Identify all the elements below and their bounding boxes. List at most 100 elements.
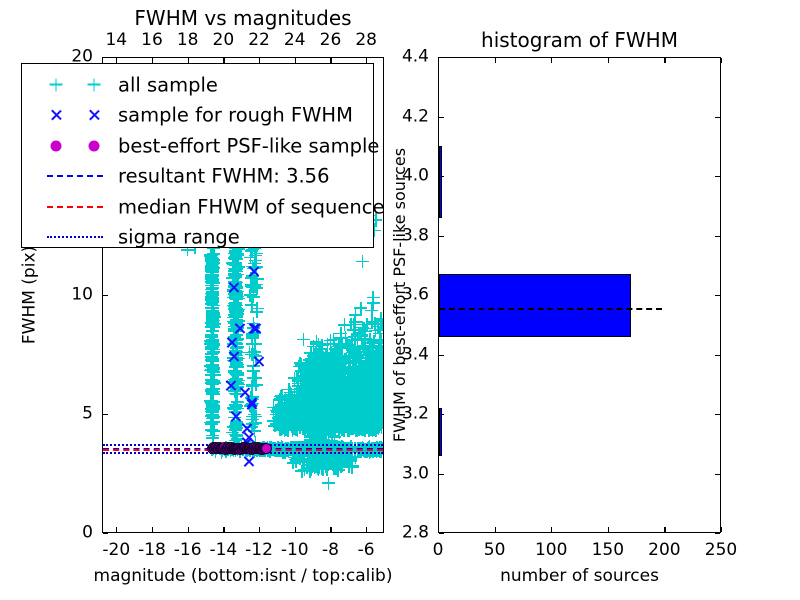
scatter-point-all — [245, 298, 259, 312]
scatter-point-all — [365, 339, 379, 353]
plus-icon — [365, 339, 379, 353]
left-plot-xtick-top — [151, 58, 154, 63]
left-plot-xtick-top-label: 14 — [105, 30, 128, 50]
scatter-point-all — [249, 278, 263, 292]
scatter-point-all — [206, 431, 220, 445]
plus-icon — [352, 346, 366, 360]
plus-icon — [229, 301, 243, 315]
plus-icon — [206, 374, 220, 388]
left-plot-xtick-bottom-label: -6 — [357, 540, 375, 560]
plus-icon — [245, 298, 259, 312]
left-plot-xtick-bottom-label: -12 — [245, 540, 273, 560]
left-plot-xlabel: magnitude (bottom:isnt / top:calib) — [93, 566, 393, 586]
left-plot-ytick-label: 0 — [82, 522, 93, 543]
plus-icon — [352, 391, 366, 405]
left-plot-xtick-bottom-label: -10 — [280, 540, 309, 560]
scatter-point-all — [207, 314, 221, 328]
left-plot-ytick-label: 20 — [71, 46, 93, 67]
left-plot-ytick — [103, 533, 108, 535]
plus-icon — [207, 314, 221, 328]
left-plot-xtick-top-label: 20 — [212, 30, 235, 50]
plus-icon — [205, 402, 219, 416]
scatter-point-all — [272, 400, 286, 414]
plus-icon — [203, 249, 217, 263]
scatter-point-all — [352, 346, 366, 360]
left-plot-xtick-top-label: 26 — [319, 30, 342, 50]
left-plot-ytick — [103, 57, 108, 59]
scatter-point-all — [345, 333, 359, 347]
plus-icon — [228, 263, 242, 277]
left-plot-xtick-top — [116, 58, 118, 63]
scatter-point-all — [207, 424, 221, 438]
plus-icon — [207, 365, 221, 379]
scatter-point-all — [206, 374, 220, 388]
plus-icon — [206, 261, 220, 275]
left-plot-xtick-top-label: 22 — [248, 30, 270, 50]
left-plot-xtick-bottom-label: -18 — [138, 540, 166, 560]
left-plot-xtick-top-label: 16 — [141, 30, 163, 50]
left-plot-xtick-bottom-label: -14 — [209, 540, 238, 560]
scatter-point-all — [206, 261, 220, 275]
left-plot-ytick-label: 5 — [82, 403, 93, 424]
left-plot-xtick-bottom — [259, 527, 261, 532]
plus-icon — [359, 410, 373, 424]
left-plot-xtick-top — [187, 58, 189, 63]
scatter-point-all — [344, 318, 358, 332]
left-plot-ytick-label: 10 — [71, 284, 93, 305]
scatter-point-all — [206, 395, 220, 409]
left-plot-xtick-top — [330, 58, 332, 63]
left-plot-xtick-top — [366, 58, 368, 63]
left-plot-ytick — [103, 295, 108, 297]
scatter-point-all — [206, 252, 220, 266]
scatter-point-all — [205, 335, 219, 349]
left-plot-title: FWHM vs magnitudes — [134, 6, 352, 30]
left-plot-xtick-bottom — [116, 527, 118, 532]
left-plot-xtick-bottom — [330, 527, 332, 532]
scatter-point-all — [204, 368, 218, 382]
left-plot-xtick-top-label: 18 — [176, 30, 199, 50]
scatter-point-all — [205, 411, 219, 425]
left-plot-xtick-top — [294, 58, 296, 63]
left-plot-xtick-bottom — [366, 527, 368, 532]
left-plot-xtick-bottom — [151, 527, 154, 532]
scatter-point-all — [365, 304, 379, 318]
left-plot-xtick-bottom-label: -16 — [173, 540, 202, 560]
scatter-point-all — [205, 388, 219, 401]
left-plot-xtick-top-label: 24 — [283, 30, 306, 50]
plus-icon — [272, 400, 286, 414]
left-plot-xtick-bottom-label: -8 — [321, 540, 339, 560]
scatter-point-all — [372, 395, 383, 409]
scatter-point-all — [205, 402, 219, 416]
left-plot-xtick-top — [259, 58, 261, 63]
plus-icon — [206, 279, 220, 293]
plus-icon — [365, 304, 379, 318]
scatter-point-all — [203, 249, 217, 263]
left-plot-ylabel: FWHM (pix) — [19, 245, 40, 345]
plus-icon — [372, 395, 383, 409]
plus-icon — [358, 422, 372, 436]
left-plot-xtick-top-label: 28 — [355, 30, 377, 50]
scatter-point-all — [352, 391, 366, 405]
plus-icon — [206, 299, 220, 313]
left-plot-xtick-top — [223, 58, 225, 63]
left-plot-xtick-bottom — [223, 527, 225, 532]
plus-icon — [229, 365, 243, 379]
plus-icon — [206, 241, 220, 255]
left-plot-xtick-bottom-label: -20 — [102, 540, 131, 560]
plus-icon — [345, 333, 359, 347]
plus-icon — [206, 252, 220, 266]
plus-icon — [206, 395, 220, 409]
plus-icon — [249, 278, 263, 292]
plus-icon — [206, 431, 220, 445]
scatter-point-all — [358, 422, 372, 436]
plus-icon — [207, 424, 221, 438]
scatter-point-all — [359, 410, 373, 424]
scatter-point-all — [207, 365, 221, 379]
scatter-point-all — [228, 263, 242, 277]
scatter-point-all — [229, 301, 243, 315]
scatter-point-all — [206, 279, 220, 293]
plus-icon — [205, 335, 219, 349]
plus-icon — [205, 388, 219, 401]
left-plot-xtick-bottom — [187, 527, 189, 532]
